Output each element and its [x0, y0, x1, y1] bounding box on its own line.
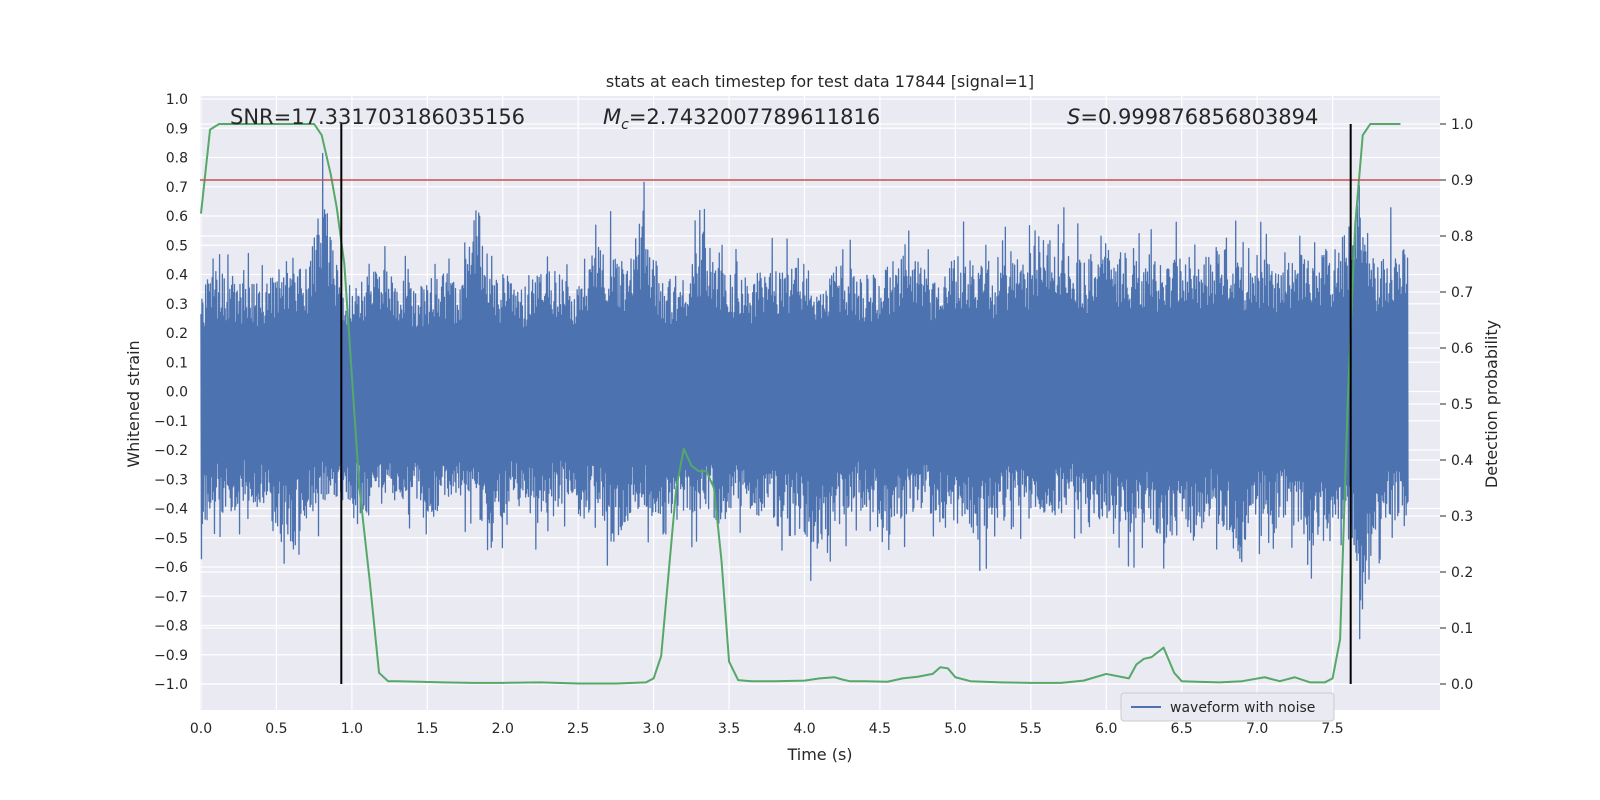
axes: 0.0 0.5 1.0 1.5 2.0 2.5 3.0 3.5 4.0 4.5 5.0 5.5 6.0 6… — [154, 92, 1473, 737]
y-tick-label: 0.0 — [166, 385, 188, 401]
x-tick-label: 2.0 — [492, 721, 514, 737]
x-tick-label: 7.0 — [1246, 721, 1268, 737]
y2-tick-label: 0.4 — [1451, 453, 1473, 469]
x-tick-label: 4.5 — [869, 721, 891, 737]
y2-tick-label: 0.5 — [1451, 397, 1473, 413]
x-tick-label: 0.5 — [265, 721, 287, 737]
x-tick-label: 2.5 — [567, 721, 589, 737]
chart-title: stats at each timestep for test data 178… — [606, 72, 1034, 91]
y-tick-label: 0.8 — [166, 151, 188, 167]
y-tick-label: 0.2 — [166, 326, 188, 342]
y-tick-label: −0.2 — [154, 443, 188, 459]
score-value: =0.999876856803894 — [1080, 105, 1318, 129]
y-tick-label: 0.4 — [166, 268, 188, 284]
y-axis-label: Whitened strain — [124, 340, 143, 467]
chirp-mass-symbol: M — [603, 105, 621, 129]
y2-tick-label: 0.7 — [1451, 285, 1473, 301]
legend: waveform with noise — [1120, 692, 1335, 722]
y2-axis-label: Detection probability — [1482, 320, 1501, 488]
y2-tick-label: 0.2 — [1451, 565, 1473, 581]
x-tick-label: 5.5 — [1020, 721, 1042, 737]
y-tick-label: 0.9 — [166, 121, 188, 137]
x-tick-label: 3.0 — [642, 721, 664, 737]
y2-tick-label: 0.6 — [1451, 341, 1473, 357]
y-tick-label: −0.4 — [154, 502, 188, 518]
y-tick-label: 0.3 — [166, 297, 188, 313]
x-tick-label: 5.0 — [944, 721, 966, 737]
y2-tick-label: 0.1 — [1451, 621, 1473, 637]
y-tick-label: −1.0 — [154, 677, 188, 693]
y-tick-label: −0.7 — [154, 589, 188, 605]
y-tick-label: −0.9 — [154, 648, 188, 664]
x-tick-label: 0.0 — [190, 721, 212, 737]
probability-series — [200, 123, 1401, 685]
y-tick-label: 0.5 — [166, 238, 188, 254]
x-tick-label: 1.0 — [341, 721, 363, 737]
chirp-mass-value: =2.7432007789611816 — [629, 105, 880, 129]
legend-label: waveform with noise — [1170, 700, 1315, 716]
y2-tick-label: 0.8 — [1451, 229, 1473, 245]
y-tick-label: −0.5 — [154, 531, 188, 547]
y2-tick-label: 0.0 — [1451, 677, 1473, 693]
x-tick-label: 6.5 — [1171, 721, 1193, 737]
x-tick-label: 1.5 — [416, 721, 438, 737]
snr-annotation: SNR=17.331703186035156 — [230, 105, 525, 129]
y-tick-label: −0.3 — [154, 472, 188, 488]
waveform-series — [200, 152, 1409, 640]
chirp-mass-annotation: Mc=2.7432007789611816 — [603, 105, 880, 133]
x-tick-label: 6.0 — [1095, 721, 1117, 737]
y2-tick-label: 0.3 — [1451, 509, 1473, 525]
y-tick-label: 1.0 — [166, 92, 188, 108]
y2-tick-label: 0.9 — [1451, 173, 1473, 189]
y-tick-label: −0.8 — [154, 619, 188, 635]
x-tick-label: 4.0 — [793, 721, 815, 737]
y2-tick-label: 1.0 — [1451, 117, 1473, 133]
score-symbol: S — [1067, 105, 1080, 129]
y-tick-label: 0.1 — [166, 355, 188, 371]
y-tick-label: −0.6 — [154, 560, 188, 576]
waveform-core-band — [201, 344, 1408, 439]
x-tick-label: 3.5 — [718, 721, 740, 737]
overlays — [200, 124, 1440, 684]
y-tick-label: 0.7 — [166, 180, 188, 196]
probability-line — [200, 123, 1401, 685]
chirp-mass-subscript: c — [621, 117, 629, 133]
score-annotation: S=0.999876856803894 — [1067, 105, 1318, 129]
y-tick-label: −0.1 — [154, 414, 188, 430]
x-tick-label: 7.5 — [1321, 721, 1343, 737]
x-axis-label: Time (s) — [786, 745, 852, 764]
legend-box — [1120, 692, 1335, 722]
y-tick-label: 0.6 — [166, 209, 188, 225]
